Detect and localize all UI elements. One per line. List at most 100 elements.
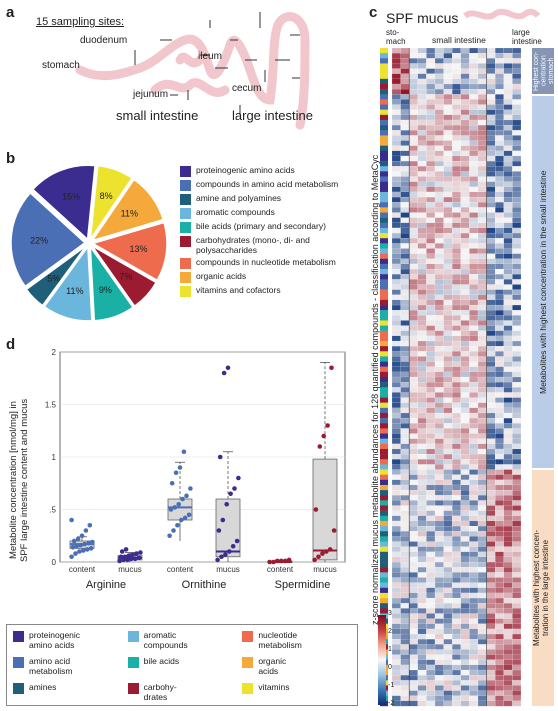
- heatmap-cell: [417, 289, 427, 296]
- heatmap-cell: [486, 515, 496, 522]
- class-cell: [380, 166, 388, 172]
- heatmap-cell: [434, 582, 444, 589]
- heatmap-cell: [486, 551, 496, 558]
- heatmap-cell: [400, 330, 410, 337]
- heatmap-cell: [409, 135, 418, 141]
- heatmap-cell: [469, 469, 479, 475]
- heatmap-cell: [434, 428, 444, 434]
- heatmap-cell: [486, 536, 496, 542]
- heatmap-cell: [409, 474, 418, 481]
- group-label: Arginine: [86, 579, 126, 591]
- heatmap-cell: [443, 253, 453, 260]
- heatmap-cell: [452, 479, 461, 486]
- heatmap-cell: [477, 438, 487, 445]
- heatmap-cell: [512, 685, 522, 691]
- heatmap-cell: [434, 212, 444, 218]
- heatmap-cell: [391, 53, 401, 59]
- heatmap-cell: [477, 48, 487, 54]
- legend-swatch: [13, 683, 24, 694]
- heatmap-cell: [443, 263, 453, 270]
- pie-legend-item: carbohydrates (mono-, di- and polysaccha…: [180, 235, 360, 255]
- heatmap-cell: [512, 238, 522, 244]
- heatmap-cell: [434, 618, 444, 625]
- class-cell: [380, 197, 388, 203]
- heatmap-cell: [434, 258, 444, 265]
- heatmap-cell: [400, 232, 410, 239]
- heatmap-cell: [503, 649, 513, 655]
- heatmap-cell: [452, 289, 461, 296]
- heatmap-cell: [409, 232, 418, 239]
- heatmap-cell: [409, 330, 418, 337]
- class-cell: [380, 484, 388, 491]
- heatmap-cell: [460, 263, 470, 270]
- heatmap-cell: [495, 150, 504, 157]
- heatmap-cell: [477, 541, 487, 547]
- data-point: [184, 493, 189, 499]
- heatmap-cell: [400, 119, 410, 126]
- data-point: [329, 365, 334, 371]
- heatmap-cell: [409, 284, 418, 290]
- heatmap-cell: [443, 299, 453, 306]
- heatmap-cell: [503, 597, 513, 604]
- heatmap-cell: [452, 567, 461, 573]
- heatmap-cell: [417, 351, 427, 357]
- heatmap-cell: [434, 587, 444, 594]
- class-cell: [380, 361, 388, 367]
- class-cell: [380, 274, 388, 280]
- heatmap-cell: [512, 253, 522, 260]
- heatmap-cell: [486, 387, 496, 393]
- heatmap-cell: [503, 376, 513, 383]
- heatmap-cell: [512, 464, 522, 470]
- legend-swatch: [127, 657, 139, 668]
- heatmap-cell: [469, 387, 479, 393]
- heatmap-cell: [434, 232, 444, 239]
- heatmap-cell: [460, 243, 470, 249]
- heatmap-cell: [512, 53, 522, 59]
- heatmap-cell: [434, 387, 444, 393]
- heatmap-cell: [503, 536, 513, 542]
- heatmap-cell: [486, 253, 496, 260]
- heatmap-cell: [417, 371, 427, 378]
- heatmap-cell: [495, 94, 504, 100]
- heatmap-cell: [443, 83, 453, 90]
- heatmap-cell: [503, 315, 513, 321]
- heatmap-cell: [503, 202, 513, 208]
- data-point: [216, 528, 222, 533]
- heatmap-cell: [426, 700, 436, 707]
- heatmap-cell: [452, 515, 461, 522]
- heatmap-cell: [503, 191, 513, 198]
- heatmap-cell: [400, 145, 410, 152]
- heatmap-cell: [495, 541, 504, 547]
- heatmap-cell: [443, 207, 453, 213]
- heatmap-cell: [417, 387, 427, 393]
- heatmap-cell: [495, 423, 504, 429]
- heatmap-cell: [391, 495, 401, 501]
- heatmap-cell: [486, 633, 496, 640]
- heatmap-cell: [512, 659, 522, 666]
- data-point: [177, 465, 183, 470]
- heatmap-cell: [495, 232, 504, 239]
- heatmap-cell: [391, 551, 401, 558]
- heatmap-cell: [400, 222, 410, 229]
- heatmap-cell: [417, 572, 427, 578]
- heatmap-cell: [391, 248, 401, 254]
- heatmap-cell: [452, 58, 461, 64]
- legend-label: proteinogenic amino acids: [196, 165, 295, 175]
- heatmap-cell: [417, 161, 427, 167]
- class-cell: [380, 397, 388, 403]
- data-point: [86, 540, 91, 546]
- heatmap-cell: [391, 459, 401, 465]
- heatmap-cell: [486, 695, 496, 702]
- data-point: [223, 552, 228, 557]
- heatmap-cell: [400, 433, 410, 439]
- heatmap-cell: [460, 73, 470, 80]
- heatmap-cell: [434, 376, 444, 383]
- heatmap-cell: [512, 68, 522, 74]
- heatmap-cell: [512, 448, 522, 455]
- heatmap-cell: [469, 495, 479, 501]
- heatmap-cell: [409, 536, 418, 542]
- heatmap-cell: [460, 448, 470, 455]
- heatmap-cell: [495, 695, 504, 702]
- legend-swatch: [180, 166, 191, 177]
- heatmap-cell: [443, 613, 453, 619]
